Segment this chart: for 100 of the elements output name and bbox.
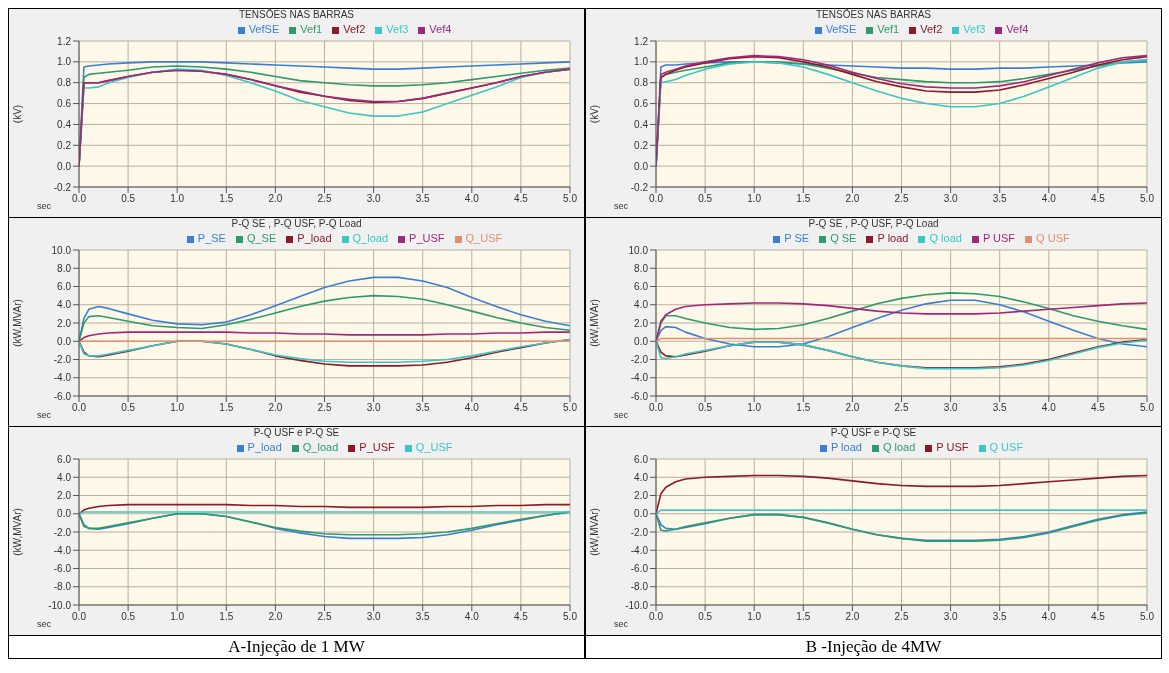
y-tick-label: 2.0 bbox=[57, 490, 72, 502]
chart-title: P-Q SE , P-Q USF, P-Q Load bbox=[230, 218, 363, 230]
x-tick-label: 1.0 bbox=[747, 193, 762, 205]
y-tick-label: -2.0 bbox=[53, 526, 72, 538]
legend-label: P_USF bbox=[409, 232, 445, 244]
chart-title: P-Q USF e P-Q SE bbox=[829, 427, 918, 439]
legend-label: Vef1 bbox=[877, 23, 900, 35]
y-tick-label: 2.0 bbox=[57, 317, 72, 329]
legend-label: P_USF bbox=[359, 441, 395, 453]
x-tick-label: 5.0 bbox=[563, 402, 578, 414]
y-tick-label: -2.0 bbox=[630, 354, 649, 366]
x-tick-label: 4.0 bbox=[464, 193, 480, 205]
x-tick-label: 3.5 bbox=[415, 611, 431, 623]
x-tick-label: 0.0 bbox=[649, 193, 664, 205]
y-tick-label: 0.0 bbox=[57, 508, 72, 520]
x-tick-label: 4.0 bbox=[1041, 402, 1057, 414]
x-tick-label: 0.5 bbox=[121, 193, 136, 205]
legend-label: Q SE bbox=[830, 232, 857, 244]
y-tick-label: -4.0 bbox=[630, 544, 649, 556]
x-tick-label: 2.5 bbox=[894, 193, 909, 205]
x-tick-label: 4.5 bbox=[1090, 193, 1106, 205]
chart-title: P-Q SE , P-Q USF, P-Q Load bbox=[807, 218, 940, 230]
y-tick-label: 0.2 bbox=[57, 139, 72, 151]
x-tick-label: 0.5 bbox=[698, 193, 713, 205]
legend-label: Q USF bbox=[989, 441, 1024, 453]
x-axis-title: sec bbox=[37, 410, 52, 420]
y-tick-label: -8.0 bbox=[53, 581, 72, 593]
y-tick-label: 0.4 bbox=[57, 118, 72, 130]
x-tick-label: 4.5 bbox=[513, 193, 529, 205]
y-tick-label: 10.0 bbox=[51, 244, 72, 256]
legend-label: Vef1 bbox=[300, 23, 323, 35]
x-tick-label: 3.0 bbox=[366, 402, 381, 414]
legend-label: P USF bbox=[982, 232, 1016, 244]
x-tick-label: 2.0 bbox=[268, 611, 283, 623]
legend-label: P_SE bbox=[197, 232, 226, 244]
x-tick-label: 0.0 bbox=[72, 402, 87, 414]
x-tick-label: 1.0 bbox=[170, 193, 185, 205]
y-tick-label: 1.2 bbox=[634, 35, 649, 47]
legend-label: Q_USF bbox=[465, 232, 503, 244]
x-tick-label: 2.0 bbox=[845, 193, 860, 205]
x-tick-label: 1.5 bbox=[219, 402, 234, 414]
legend-label: P_load bbox=[297, 232, 332, 244]
y-tick-label: 0.0 bbox=[634, 335, 649, 347]
y-axis-title: (kW,MVAr) bbox=[11, 508, 23, 556]
x-tick-label: 3.0 bbox=[943, 611, 958, 623]
x-tick-label: 0.0 bbox=[649, 611, 664, 623]
y-tick-label: 0.0 bbox=[57, 335, 72, 347]
y-tick-label: 6.0 bbox=[634, 453, 649, 465]
y-tick-label: 6.0 bbox=[57, 453, 72, 465]
y-tick-label: -2.0 bbox=[630, 526, 649, 538]
x-axis-title: sec bbox=[614, 201, 629, 211]
x-tick-label: 1.0 bbox=[747, 402, 762, 414]
legend-label: P load bbox=[877, 232, 909, 244]
x-tick-label: 4.5 bbox=[513, 611, 529, 623]
x-tick-label: 4.0 bbox=[1041, 611, 1057, 623]
legend-label: Q load bbox=[882, 441, 916, 453]
y-tick-label: 0.4 bbox=[634, 118, 649, 130]
y-tick-label: 4.0 bbox=[57, 471, 72, 483]
legend-label: Vef4 bbox=[429, 23, 452, 35]
y-tick-label: -8.0 bbox=[630, 581, 649, 593]
y-tick-label: 8.0 bbox=[634, 262, 649, 274]
y-tick-label: 0.8 bbox=[57, 77, 72, 89]
y-tick-label: -0.2 bbox=[630, 181, 649, 193]
x-tick-label: 2.0 bbox=[845, 611, 860, 623]
x-tick-label: 3.0 bbox=[943, 193, 958, 205]
legend-label: Q USF bbox=[1036, 232, 1070, 244]
legend-label: P USF bbox=[936, 441, 969, 453]
y-tick-label: 6.0 bbox=[634, 281, 649, 293]
y-tick-label: 2.0 bbox=[634, 317, 649, 329]
x-tick-label: 5.0 bbox=[563, 611, 578, 623]
y-axis-title: (kW,MVAr) bbox=[588, 299, 600, 347]
y-tick-label: 4.0 bbox=[57, 299, 72, 311]
x-tick-label: 3.5 bbox=[992, 402, 1008, 414]
x-tick-label: 1.5 bbox=[796, 193, 811, 205]
x-tick-label: 4.0 bbox=[464, 402, 480, 414]
y-tick-label: 6.0 bbox=[57, 281, 72, 293]
x-tick-label: 4.5 bbox=[1090, 611, 1106, 623]
x-tick-label: 3.0 bbox=[366, 611, 381, 623]
legend-label: Q_USF bbox=[415, 441, 453, 453]
y-tick-label: -0.2 bbox=[53, 181, 72, 193]
y-tick-label: -6.0 bbox=[630, 390, 649, 402]
legend-label: Q_load bbox=[352, 232, 389, 244]
x-tick-label: 3.5 bbox=[415, 402, 431, 414]
y-tick-label: 1.2 bbox=[57, 35, 72, 47]
legend-label: Vef2 bbox=[343, 23, 366, 35]
x-tick-label: 0.5 bbox=[698, 402, 713, 414]
legend-label: P_load bbox=[247, 441, 282, 453]
x-tick-label: 3.5 bbox=[415, 193, 431, 205]
x-tick-label: 5.0 bbox=[1140, 193, 1155, 205]
y-tick-label: 4.0 bbox=[634, 299, 649, 311]
y-tick-label: 10.0 bbox=[628, 244, 649, 256]
x-tick-label: 3.5 bbox=[992, 193, 1008, 205]
text: B -Injeção de 4MW bbox=[586, 635, 1161, 658]
y-tick-label: -6.0 bbox=[630, 563, 649, 575]
y-tick-label: -6.0 bbox=[53, 390, 72, 402]
x-tick-label: 2.0 bbox=[268, 193, 283, 205]
x-tick-label: 1.0 bbox=[170, 611, 185, 623]
legend-label: P SE bbox=[784, 232, 810, 244]
y-axis-title: (kV) bbox=[11, 104, 23, 124]
y-tick-label: -4.0 bbox=[53, 372, 72, 384]
